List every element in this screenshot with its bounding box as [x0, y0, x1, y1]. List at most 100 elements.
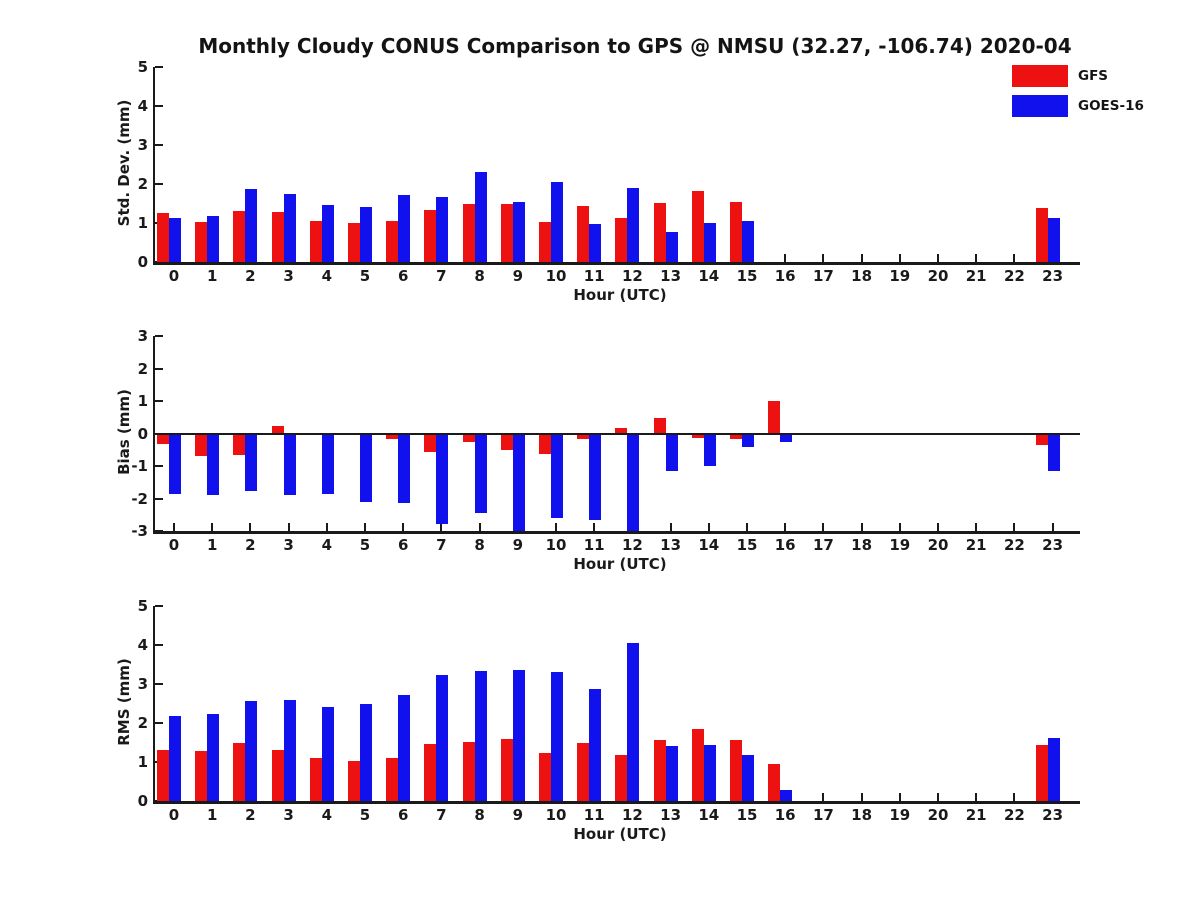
y-tick — [155, 400, 163, 402]
bar-gfs-h13 — [653, 739, 666, 801]
bar-gfs-h7 — [424, 744, 437, 801]
x-tick-label: 23 — [1042, 536, 1064, 554]
x-tick-label: 21 — [965, 267, 987, 285]
x-tick-label: 2 — [245, 267, 256, 285]
x-tick-label: 16 — [774, 806, 796, 824]
x-tick — [173, 523, 175, 531]
y-tick-label: 1 — [137, 753, 148, 771]
bar-gfs-h5 — [348, 761, 360, 801]
x-tick-label: 17 — [812, 536, 834, 554]
x-tick-label: 21 — [965, 806, 987, 824]
x-tick-label: 12 — [621, 267, 643, 285]
x-tick — [669, 523, 672, 531]
y-tick-label: 4 — [137, 636, 148, 654]
bar-goes16-h9 — [512, 433, 525, 531]
bar-gfs-h8 — [462, 741, 475, 801]
x-tick-label: 18 — [851, 267, 873, 285]
x-tick-label: 3 — [283, 267, 294, 285]
x-tick-label: 5 — [359, 536, 371, 554]
x-tick-label: 20 — [927, 536, 949, 554]
x-tick-label: 6 — [397, 806, 409, 824]
y-tick — [155, 683, 163, 685]
x-tick-label: 15 — [736, 536, 758, 554]
x-tick-label: 0 — [168, 536, 180, 554]
x-tick — [860, 793, 863, 801]
bar-gfs-h3 — [271, 750, 284, 801]
x-tick — [822, 793, 825, 801]
x-tick-label: 23 — [1042, 806, 1064, 824]
x-tick-label: 9 — [512, 536, 524, 554]
legend-label-goes16: GOES-16 — [1078, 98, 1144, 114]
bar-goes16-h5 — [360, 703, 372, 801]
bar-gfs-h16 — [768, 401, 781, 434]
bar-goes16-h7 — [436, 675, 449, 801]
bar-gfs-h3 — [271, 425, 284, 434]
x-tick — [287, 523, 290, 531]
y-tick-label: 0 — [137, 253, 148, 271]
x-tick — [440, 523, 443, 531]
bar-goes16-h14 — [703, 744, 716, 801]
bar-gfs-h14 — [691, 190, 704, 262]
x-tick-label: 17 — [812, 806, 834, 824]
bar-goes16-h0 — [169, 217, 181, 262]
x-tick-label: 13 — [660, 267, 682, 285]
x-tick-label: 13 — [660, 806, 682, 824]
legend-item-goes16: GOES-16 — [1012, 91, 1144, 121]
y-tick — [155, 105, 163, 107]
bar-goes16-h12 — [627, 433, 640, 531]
bar-goes16-h9 — [512, 670, 525, 801]
bar-goes16-h11 — [589, 689, 602, 801]
x-tick — [822, 523, 825, 531]
bar-goes16-h4 — [321, 433, 334, 494]
bar-gfs-h9 — [500, 433, 513, 451]
x-tick-label: 1 — [206, 267, 218, 285]
y-tick — [155, 465, 163, 467]
x-tick-label: 8 — [474, 536, 485, 554]
x-tick-label: 19 — [889, 806, 911, 824]
x-tick-label: 2 — [245, 806, 256, 824]
x-tick-label: 7 — [436, 536, 447, 554]
bar-goes16-h23 — [1047, 433, 1060, 471]
x-tick — [364, 523, 366, 531]
x-tick — [478, 523, 481, 531]
bar-goes16-h11 — [589, 433, 602, 521]
x-tick-label: 8 — [474, 267, 485, 285]
x-tick-label: 5 — [359, 806, 371, 824]
bottom-spine — [152, 262, 1080, 265]
x-tick-label: 23 — [1042, 267, 1064, 285]
chart-title: Monthly Cloudy CONUS Comparison to GPS @… — [198, 34, 1072, 58]
x-tick-label: 6 — [397, 536, 409, 554]
y-tick — [155, 722, 163, 724]
bar-gfs-h8 — [462, 204, 475, 262]
x-tick-label: 21 — [965, 536, 987, 554]
x-tick-label: 14 — [698, 806, 720, 824]
bar-gfs-h0 — [157, 749, 169, 801]
bar-gfs-h12 — [615, 428, 628, 434]
bar-goes16-h14 — [703, 223, 716, 262]
legend-swatch-goes16-icon — [1012, 95, 1068, 117]
x-tick-label: 18 — [851, 536, 873, 554]
bar-gfs-h1 — [195, 751, 208, 801]
y-tick-label: 3 — [137, 136, 148, 154]
x-tick-label: 10 — [545, 267, 567, 285]
x-tick-label: 4 — [321, 267, 333, 285]
bar-gfs-h8 — [462, 433, 475, 442]
left-spine — [152, 67, 155, 265]
bar-gfs-h23 — [1035, 433, 1048, 445]
x-tick — [937, 793, 939, 801]
x-tick — [325, 523, 328, 531]
x-tick-label: 15 — [736, 806, 758, 824]
bar-goes16-h23 — [1047, 217, 1060, 262]
x-tick-label: 17 — [812, 267, 834, 285]
x-tick — [249, 523, 252, 531]
bar-goes16-h2 — [245, 189, 258, 262]
bar-goes16-h9 — [512, 202, 525, 262]
y-tick — [155, 644, 163, 646]
x-tick-label: 10 — [545, 806, 567, 824]
bar-goes16-h2 — [245, 700, 258, 801]
y-tick — [155, 144, 163, 146]
bar-goes16-h15 — [742, 433, 754, 448]
legend: GFS GOES-16 — [1012, 61, 1144, 121]
left-spine — [152, 606, 155, 804]
